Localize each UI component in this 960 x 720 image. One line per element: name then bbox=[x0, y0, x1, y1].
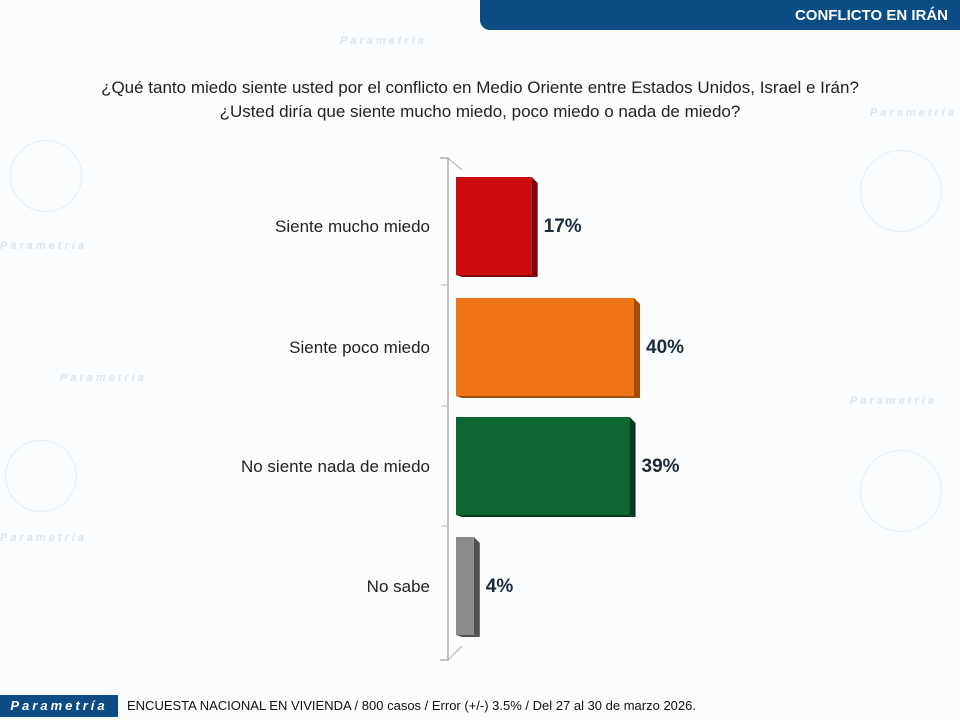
axis-perspective bbox=[447, 645, 463, 661]
data-label: 39% bbox=[642, 456, 680, 477]
watermark: Parametría bbox=[0, 240, 87, 252]
bar bbox=[456, 417, 630, 515]
bar-bottom bbox=[456, 635, 480, 637]
watermark: Parametría bbox=[60, 372, 147, 384]
bar-bottom bbox=[456, 275, 538, 277]
bar-side bbox=[473, 537, 480, 637]
watermark: Parametría bbox=[850, 395, 937, 407]
bar bbox=[456, 537, 474, 635]
watermark: Parametría bbox=[340, 35, 427, 47]
category-label: No sabe bbox=[367, 577, 430, 596]
bar-bottom bbox=[456, 396, 640, 398]
axis-perspective bbox=[447, 157, 463, 171]
watermark: Parametría bbox=[0, 532, 87, 544]
category-label: Siente mucho miedo bbox=[275, 217, 430, 236]
footer: Parametría ENCUESTA NACIONAL EN VIVIENDA… bbox=[0, 695, 960, 717]
watermark: Parametría bbox=[870, 107, 957, 119]
section-title: CONFLICTO EN IRÁN bbox=[794, 7, 948, 24]
question-line-2: ¿Usted diría que siente mucho miedo, poc… bbox=[219, 102, 741, 121]
bar-side bbox=[629, 417, 636, 517]
bar-side bbox=[634, 298, 640, 398]
data-label: 4% bbox=[486, 576, 514, 597]
watermark-circle bbox=[10, 140, 82, 212]
data-label: 40% bbox=[646, 337, 684, 358]
survey-question: ¿Qué tanto miedo siente usted por el con… bbox=[0, 76, 960, 124]
category-label: Siente poco miedo bbox=[289, 338, 430, 357]
axis-line bbox=[440, 157, 449, 661]
watermark-circle bbox=[860, 150, 942, 232]
watermark-circle bbox=[860, 450, 942, 532]
question-line-1: ¿Qué tanto miedo siente usted por el con… bbox=[101, 78, 859, 97]
bar bbox=[456, 177, 532, 275]
survey-note: ENCUESTA NACIONAL EN VIVIENDA / 800 caso… bbox=[127, 698, 696, 713]
bar-bottom bbox=[456, 515, 636, 517]
watermark-circle bbox=[5, 440, 77, 512]
parametria-logo: Parametría bbox=[0, 695, 118, 717]
bar bbox=[456, 298, 634, 396]
category-label: No siente nada de miedo bbox=[241, 457, 430, 476]
bar-side bbox=[531, 177, 538, 277]
data-label: 17% bbox=[544, 216, 582, 237]
section-header: CONFLICTO EN IRÁN bbox=[480, 0, 960, 30]
